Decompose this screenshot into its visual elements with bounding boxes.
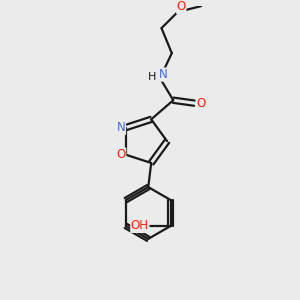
Text: O: O [196,97,206,110]
Text: N: N [159,68,168,81]
Text: O: O [177,0,186,13]
Text: O: O [116,148,126,161]
Text: OH: OH [131,219,149,232]
Text: H: H [148,72,156,82]
Text: N: N [117,121,125,134]
